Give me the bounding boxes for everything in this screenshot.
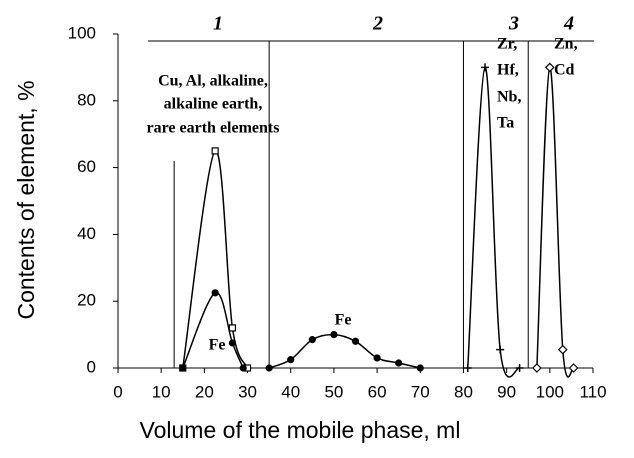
point — [416, 364, 424, 372]
x-tick-label: 20 — [195, 382, 214, 401]
point — [211, 289, 219, 297]
x-tick-label: 80 — [454, 382, 473, 401]
point — [330, 331, 338, 339]
point — [568, 363, 579, 373]
series-line — [536, 66, 575, 378]
annotation: Fe — [335, 312, 352, 329]
series-line — [182, 292, 244, 369]
section-label: 2 — [372, 13, 383, 35]
annotation: Zn, — [554, 36, 578, 53]
series-line — [467, 66, 521, 378]
section-label: 4 — [563, 13, 574, 35]
section-label: 3 — [508, 13, 519, 35]
x-tick-label: 100 — [536, 382, 564, 401]
y-tick-label: 40 — [77, 224, 96, 243]
point — [373, 354, 381, 362]
x-tick-label: 90 — [497, 382, 516, 401]
y-tick-label: 20 — [77, 291, 96, 310]
y-axis-label: Contents of element, % — [13, 80, 39, 319]
point — [228, 339, 237, 347]
x-tick-label: 50 — [324, 382, 343, 401]
point — [287, 356, 295, 364]
series-line — [182, 150, 249, 369]
annotation: Nb, — [497, 89, 521, 106]
annotation: alkaline earth, — [164, 96, 263, 113]
point — [481, 63, 490, 72]
point — [544, 62, 555, 73]
point — [515, 364, 524, 372]
section-label: 1 — [213, 13, 223, 35]
y-tick-label: 80 — [77, 90, 96, 109]
x-tick-label: 10 — [152, 382, 171, 401]
annotation: Zr, — [497, 36, 517, 53]
point — [211, 147, 219, 155]
x-tick-label: 110 — [579, 382, 606, 401]
x-tick-label: 60 — [368, 382, 387, 401]
x-tick-label: 30 — [238, 382, 257, 401]
y-tick-label: 0 — [87, 357, 96, 376]
point — [179, 364, 187, 372]
annotation: Ta — [497, 115, 514, 132]
point — [265, 364, 273, 372]
x-tick-label: 0 — [113, 382, 122, 401]
annotation: rare earth elements — [147, 120, 280, 137]
point — [532, 363, 542, 373]
point — [351, 337, 360, 345]
point — [308, 336, 316, 344]
x-tick-label: 40 — [281, 382, 300, 401]
point — [557, 344, 568, 355]
x-tick-label: 70 — [411, 382, 430, 401]
annotation: Cu, Al, alkaline, — [158, 73, 268, 90]
annotation: Hf, — [497, 62, 519, 79]
y-tick-label: 100 — [68, 23, 96, 42]
point — [228, 324, 237, 332]
annotation: Cd — [554, 62, 575, 79]
x-axis-label: Volume of the mobile phase, ml — [140, 417, 461, 443]
point — [496, 345, 505, 354]
y-tick-label: 60 — [77, 157, 96, 176]
annotation: Fe — [209, 337, 226, 354]
point — [463, 364, 472, 372]
point — [239, 364, 247, 372]
point — [395, 359, 403, 367]
